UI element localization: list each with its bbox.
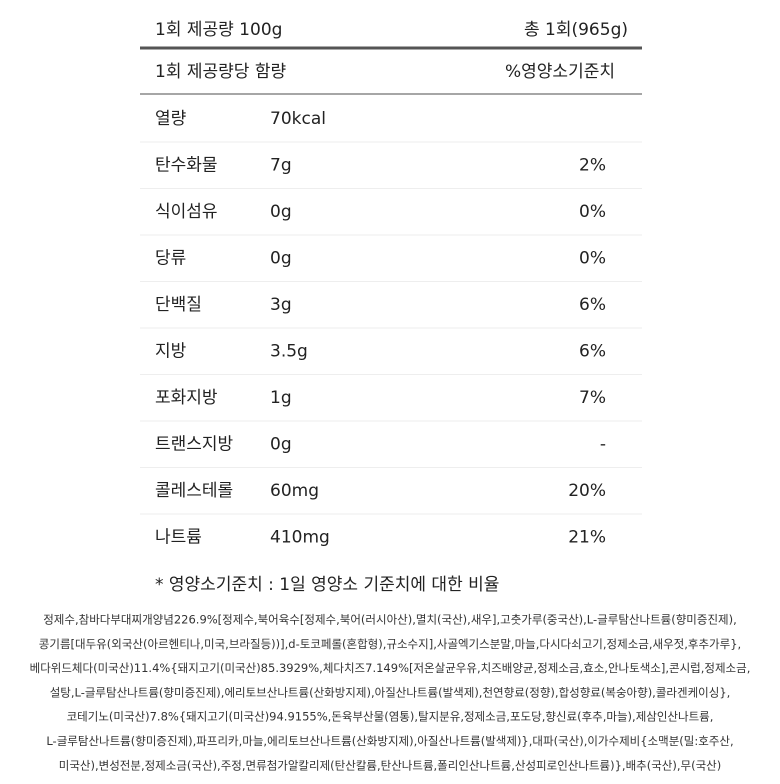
ingredient-line: 베다위드체다(미국산)11.4%{돼지고기(미국산)85.3929%,체다치즈7… — [30, 661, 751, 675]
nutrient-dv: 2% — [579, 156, 606, 176]
nutrient-dv: - — [600, 435, 606, 455]
dv-label: %영양소기준치 — [505, 62, 615, 82]
per-serving-label: 1회 제공량당 함량 — [155, 62, 286, 82]
nutrient-name: 단백질 — [155, 295, 202, 315]
nutrient-name: 포화지방 — [155, 388, 218, 408]
ingredient-line: 미국산),변성전분,정제소금(국산),주정,면류첨가알칼리제(탄산칼륨,탄산나트… — [59, 758, 722, 772]
serving-size: 1회 제공량 100g — [155, 20, 282, 40]
nutrient-amount: 70kcal — [270, 109, 326, 129]
ingredient-line: 콩기름[대두유(외국산(아르헨티나,미국,브라질등))],d-토코페롤(혼합형)… — [39, 637, 741, 651]
nutrient-amount: 0g — [270, 435, 292, 455]
total-size: 총 1회(965g) — [524, 20, 628, 40]
nutrient-amount: 7g — [270, 156, 292, 176]
nutrient-amount: 410mg — [270, 528, 330, 548]
nutrient-name: 트랜스지방 — [155, 435, 234, 455]
ingredient-line: 정제수,참바다부대찌개양념226.9%[정제수,북어육수[정제수,북어(러시아산… — [43, 613, 737, 627]
nutrient-name: 열량 — [155, 109, 187, 129]
nutrient-amount: 60mg — [270, 481, 319, 501]
nutrient-amount: 3.5g — [270, 342, 308, 362]
nutrient-dv: 20% — [568, 481, 606, 501]
nutrient-amount: 0g — [270, 249, 292, 269]
ingredient-line: 설탕,L-글루탐산나트륨(향미증진제),에리토브산나트륨(산화방지제),아질산나… — [50, 685, 731, 699]
nutrient-amount: 1g — [270, 388, 292, 408]
nutrient-name: 식이섬유 — [155, 202, 218, 222]
nutrient-name: 탄수화물 — [155, 156, 218, 176]
nutrient-name: 나트륨 — [155, 528, 202, 548]
nutrient-amount: 3g — [270, 295, 292, 315]
nutrient-dv: 0% — [579, 202, 606, 222]
ingredient-line: 코테기노(미국산)7.8%{돼지고기(미국산)94.9155%,돈육부산물(염통… — [67, 710, 714, 724]
nutrient-dv: 0% — [579, 249, 606, 269]
nutrient-dv: 6% — [579, 295, 606, 315]
nutrient-name: 콜레스테롤 — [155, 481, 233, 501]
nutrient-name: 지방 — [155, 342, 187, 362]
nutrient-dv: 7% — [579, 388, 606, 408]
nutrient-name: 당류 — [155, 249, 186, 269]
nutrient-dv: 21% — [568, 528, 606, 548]
ingredient-line: L-글루탐산나트륨(향미증진제),파프리카,마늘,에리토브산나트륨(산화방지제)… — [46, 734, 733, 748]
nutrient-amount: 0g — [270, 202, 292, 222]
nutrient-dv: 6% — [579, 342, 606, 362]
footnote: * 영양소기준치 : 1일 영양소 기준치에 대한 비율 — [155, 575, 499, 595]
